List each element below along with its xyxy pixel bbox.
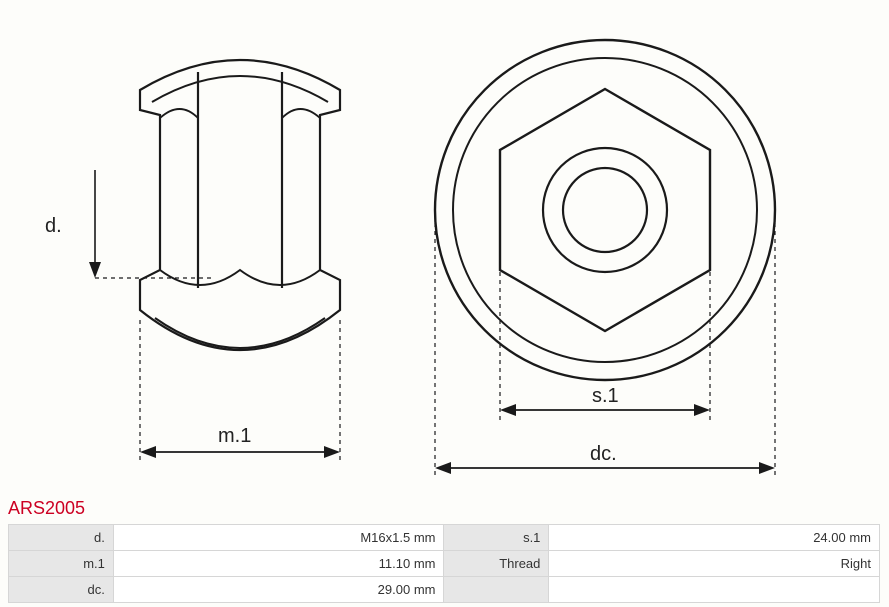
- label-m1: m.1: [218, 425, 251, 447]
- table-row: d.M16x1.5 mms.124.00 mm: [9, 525, 880, 551]
- spec-value: 29.00 mm: [113, 577, 444, 603]
- table-row: dc.29.00 mm: [9, 577, 880, 603]
- label-dc: dc.: [590, 443, 617, 465]
- spec-value: 11.10 mm: [113, 551, 444, 577]
- spec-label: [444, 577, 549, 603]
- technical-drawing: d. m.1 s.1: [0, 0, 889, 500]
- spec-label: m.1: [9, 551, 114, 577]
- spec-label: Thread: [444, 551, 549, 577]
- label-d: d.: [45, 215, 62, 237]
- dim-s1: s.1: [500, 272, 710, 420]
- spec-value: M16x1.5 mm: [113, 525, 444, 551]
- spec-value: 24.00 mm: [549, 525, 880, 551]
- spec-label: d.: [9, 525, 114, 551]
- part-code: ARS2005: [8, 498, 85, 519]
- spec-value: Right: [549, 551, 880, 577]
- diagram-sheet: d. m.1 s.1: [0, 0, 889, 607]
- dim-dc: dc.: [435, 215, 775, 478]
- spec-label: s.1: [444, 525, 549, 551]
- dim-d: d.: [45, 170, 215, 278]
- label-s1: s.1: [592, 385, 619, 407]
- dim-m1: m.1: [140, 320, 340, 462]
- spec-label: dc.: [9, 577, 114, 603]
- spec-table: d.M16x1.5 mms.124.00 mmm.111.10 mmThread…: [8, 524, 880, 603]
- spec-value: [549, 577, 880, 603]
- table-row: m.111.10 mmThreadRight: [9, 551, 880, 577]
